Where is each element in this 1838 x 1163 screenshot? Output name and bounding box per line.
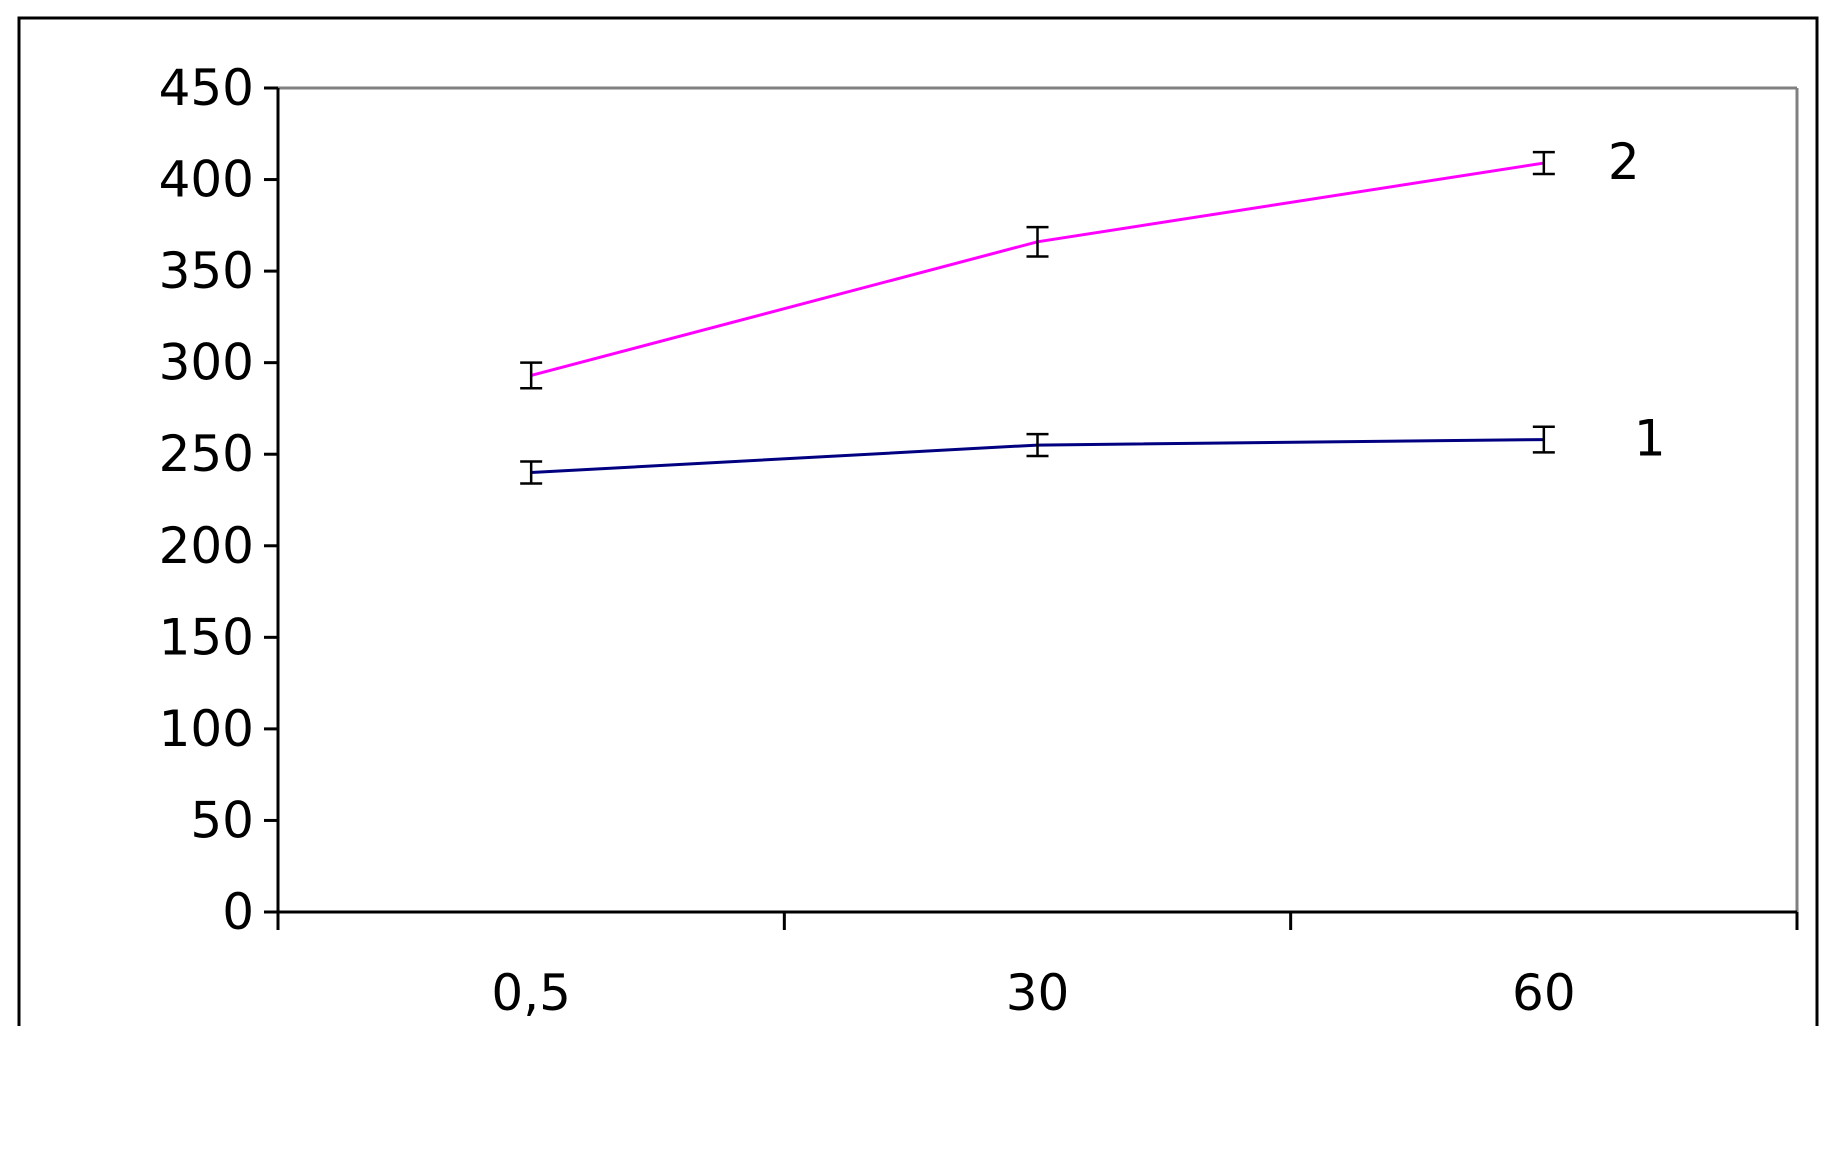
y-tick-label: 450 [159, 59, 254, 117]
y-tick-label: 250 [159, 425, 254, 483]
x-tick-label: 60 [1512, 964, 1576, 1022]
y-tick-label: 300 [159, 334, 254, 392]
y-tick-label: 150 [159, 608, 254, 666]
y-tick-label: 50 [190, 791, 254, 849]
series-label-1: 1 [1634, 410, 1666, 468]
frame-bottom-mask [0, 1026, 1838, 1163]
y-tick-label: 0 [222, 883, 254, 941]
series-label-2: 2 [1608, 133, 1640, 191]
y-tick-label: 350 [159, 242, 254, 300]
plot-area: 0 50 100 150 200 250 300 350 400 450 0,5 30 60 1 2 [159, 59, 1799, 1022]
y-tick-label: 400 [159, 151, 254, 209]
y-tick-label: 100 [159, 700, 254, 758]
chart-frame [17, 16, 1819, 1030]
x-tick-label: 0,5 [491, 964, 571, 1022]
x-tick-label: 30 [1006, 964, 1070, 1022]
y-tick-label: 200 [159, 517, 254, 575]
